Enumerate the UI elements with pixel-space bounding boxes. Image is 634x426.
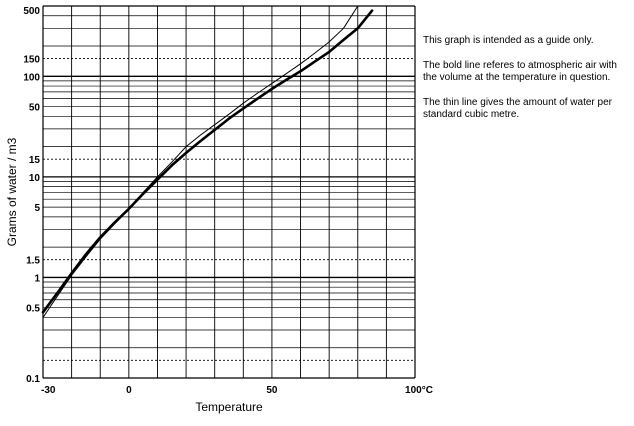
y-tick-label: 0.5	[26, 304, 40, 315]
x-tick-label: 100°C	[405, 385, 433, 396]
x-axis-title: Temperature	[195, 400, 263, 414]
y-tick-label: 5	[34, 203, 40, 214]
y-tick-label: 15	[29, 155, 41, 166]
grid	[42, 5, 416, 379]
y-tick-label: 500	[23, 6, 40, 17]
thin-series-line	[42, 5, 359, 318]
series-lines	[41, 5, 374, 318]
bold-series-line	[41, 9, 374, 314]
x-tick-label: 0	[126, 385, 132, 396]
x-tick-label: -30	[41, 385, 56, 396]
y-axis-title: Grams of water / m3	[5, 137, 19, 246]
y-tick-label: 1.5	[26, 256, 40, 267]
y-tick-label: 10	[29, 173, 41, 184]
tick-labels: -30 0 50 100°C 0.1 0.5 1 1.5 5 10 15 50 100 150 500	[23, 6, 433, 396]
y-tick-label: 0.1	[26, 374, 40, 385]
x-tick-label: 50	[266, 385, 278, 396]
y-tick-label: 1	[34, 273, 40, 284]
note-bold-line: The bold line referes to atmospheric air…	[423, 59, 617, 84]
note-thin-line: The thin line gives the amount of water …	[423, 96, 612, 121]
y-tick-label: 100	[23, 72, 40, 83]
note-guide: This graph is intended as a guide only.	[423, 35, 594, 46]
notes-panel: This graph is intended as a guide only. …	[423, 35, 628, 134]
y-tick-label: 150	[23, 55, 40, 66]
y-tick-label: 50	[29, 103, 41, 114]
